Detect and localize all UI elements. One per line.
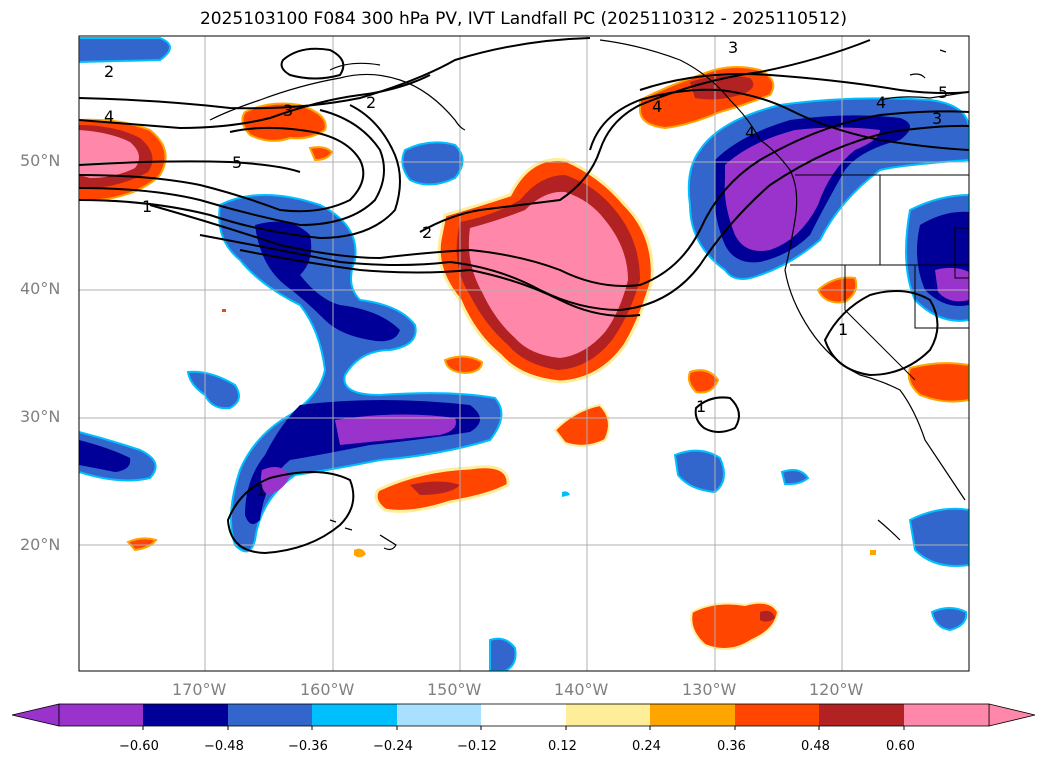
lon-label-160w: 160°W (300, 680, 355, 699)
contour-label: 2 (366, 93, 376, 112)
colorbar-tick: −0.12 (457, 739, 497, 754)
contour-label: 4 (876, 93, 886, 112)
lon-label-170w: 170°W (172, 680, 227, 699)
negative-pv-regions (79, 37, 969, 671)
colorbar-tick: −0.36 (288, 739, 328, 754)
colorbar-tick: −0.24 (373, 739, 413, 754)
contour-label: 5 (232, 153, 242, 172)
lat-label-20n: 20°N (20, 535, 61, 554)
contour-label: 4 (745, 123, 755, 142)
colorbar-tick: 0.36 (717, 739, 746, 754)
map-plot-area: 2 4 5 1 3 2 4 2 3 4 5 3 4 1 1 1 (79, 36, 969, 671)
colorbar-over-arrow (988, 703, 1036, 727)
colorbar-swatch (566, 704, 650, 726)
colorbar-tick: 0.12 (548, 739, 577, 754)
lon-label-120w: 120°W (809, 680, 864, 699)
colorbar-tick: 0.24 (632, 739, 661, 754)
lat-label-50n: 50°N (20, 151, 61, 170)
colorbar-swatch (228, 704, 312, 726)
colorbar-tick: 0.48 (801, 739, 830, 754)
contour-label: 1 (838, 320, 848, 339)
contour-label: 1 (696, 397, 706, 416)
positive-pv-regions (79, 65, 969, 650)
lon-label-130w: 130°W (682, 680, 737, 699)
contour-label: 1 (256, 481, 266, 500)
lon-label-150w: 150°W (427, 680, 482, 699)
colorbar-tick: −0.60 (119, 739, 159, 754)
contour-label: 2 (104, 62, 114, 81)
contour-label: 3 (932, 109, 942, 128)
colorbar-swatch (481, 704, 566, 726)
contour-label: 4 (652, 97, 662, 116)
colorbar-under-arrow (11, 703, 60, 727)
colorbar-swatch (397, 704, 481, 726)
contour-label: 3 (283, 101, 293, 120)
political-borders (790, 174, 969, 381)
contour-label: 2 (422, 223, 432, 242)
colorbar-swatch (819, 704, 904, 726)
colorbar-swatch (59, 704, 143, 726)
map-frame (78, 35, 970, 672)
coastlines (209, 39, 969, 551)
colorbar-swatch (650, 704, 735, 726)
colorbar-swatch (904, 704, 989, 726)
ivt-contours (79, 37, 969, 555)
colorbar-swatch (143, 704, 228, 726)
contour-label: 4 (104, 107, 114, 126)
colorbar-swatch (735, 704, 819, 726)
colorbar-tick: −0.48 (204, 739, 244, 754)
colorbar-swatch (312, 704, 397, 726)
lat-label-40n: 40°N (20, 279, 61, 298)
colorbar (11, 703, 1036, 730)
contour-labels: 2 4 5 1 3 2 4 2 3 4 5 3 4 1 1 1 (104, 38, 948, 500)
lon-label-140w: 140°W (554, 680, 609, 699)
contour-label: 3 (728, 38, 738, 57)
colorbar-tick: 0.60 (886, 739, 915, 754)
graticule (79, 36, 969, 671)
contour-label: 5 (938, 83, 948, 102)
contour-label: 1 (142, 197, 152, 216)
lat-label-30n: 30°N (20, 407, 61, 426)
map-title: 2025103100 F084 300 hPa PV, IVT Landfall… (199, 9, 847, 29)
